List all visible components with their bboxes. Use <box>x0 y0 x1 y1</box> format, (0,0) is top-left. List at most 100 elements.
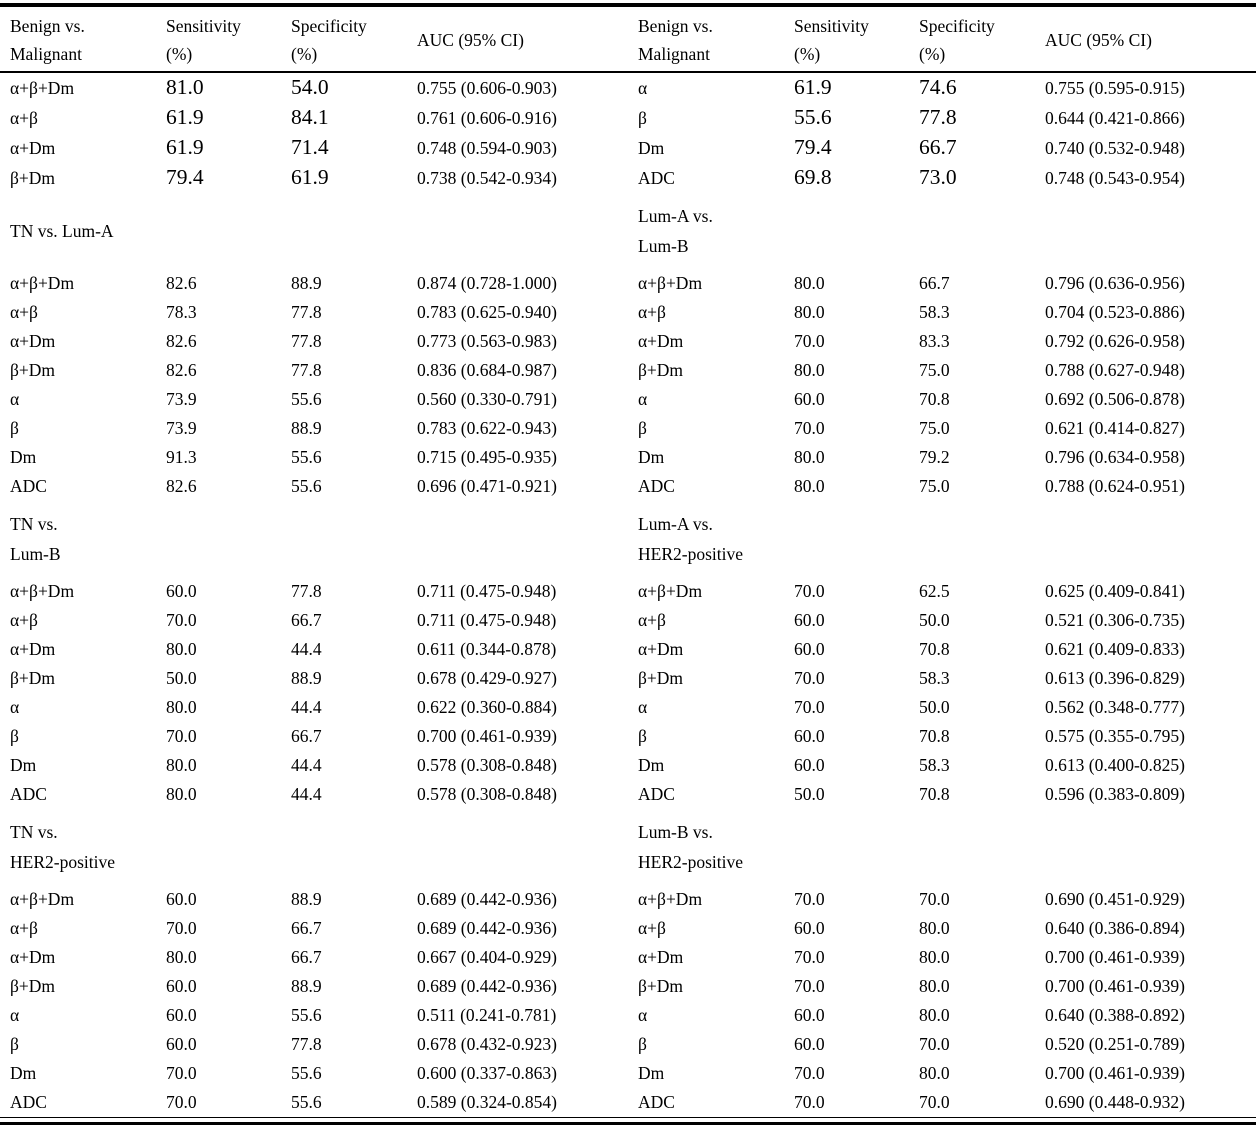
sensitivity-cell: 82.6 <box>166 360 197 380</box>
parameter-cell: α <box>10 1005 20 1025</box>
specificity-cell: 73.0 <box>919 165 957 189</box>
parameter-cell: α+β+Dm <box>638 581 703 601</box>
roc-analysis-table: Benign vs. Malignant Sensitivity (%) Spe… <box>0 3 1256 1117</box>
auc-cell: 0.773 (0.563-0.983) <box>417 331 557 351</box>
parameter-cell: β <box>638 1034 647 1054</box>
parameter-cell: α+Dm <box>10 947 56 967</box>
header-line: Benign vs. <box>638 16 713 36</box>
auc-cell: 0.625 (0.409-0.841) <box>1045 581 1185 601</box>
specificity-cell: 70.0 <box>919 1034 950 1054</box>
specificity-cell: 55.6 <box>291 1092 322 1112</box>
specificity-cell: 44.4 <box>291 784 322 804</box>
sensitivity-cell: 60.0 <box>794 389 825 409</box>
section-label: Lum-A vs. HER2-positive <box>628 501 1256 577</box>
table-row: ADC 82.6 55.6 0.696 (0.471-0.921) ADC 80.0 75.… <box>0 472 1256 501</box>
sensitivity-cell: 60.0 <box>166 889 197 909</box>
table-row: α 60.0 55.6 0.511 (0.241-0.781) α 60.0 80.0 0.6… <box>0 1001 1256 1030</box>
auc-cell: 0.621 (0.409-0.833) <box>1045 639 1185 659</box>
section-label-row: TN vs. Lum-A Lum-A vs. Lum-B <box>0 193 1256 269</box>
sensitivity-cell: 70.0 <box>794 668 825 688</box>
specificity-cell: 88.9 <box>291 273 322 293</box>
sensitivity-cell: 78.3 <box>166 302 197 322</box>
header-line: AUC (95% CI) <box>417 30 524 50</box>
specificity-cell: 88.9 <box>291 668 322 688</box>
section-label-line: Lum-A vs. <box>638 514 713 534</box>
specificity-cell: 66.7 <box>919 135 957 159</box>
parameter-cell: β+Dm <box>638 360 684 380</box>
auc-cell: 0.748 (0.594-0.903) <box>417 138 557 158</box>
col-header-comparison-right: Benign vs. Malignant <box>628 5 794 73</box>
sensitivity-cell: 60.0 <box>794 639 825 659</box>
parameter-cell: α+Dm <box>638 331 684 351</box>
sensitivity-cell: 70.0 <box>794 418 825 438</box>
sensitivity-cell: 82.6 <box>166 273 197 293</box>
parameter-cell: α <box>10 697 20 717</box>
table-row: α+β+Dm 60.0 77.8 0.711 (0.475-0.948) α+β+Dm 7… <box>0 577 1256 606</box>
specificity-cell: 58.3 <box>919 755 950 775</box>
header-line: (%) <box>291 44 318 64</box>
sensitivity-cell: 81.0 <box>166 75 204 99</box>
specificity-cell: 77.8 <box>291 331 322 351</box>
specificity-cell: 50.0 <box>919 610 950 630</box>
auc-cell: 0.783 (0.622-0.943) <box>417 418 557 438</box>
header-line: Sensitivity <box>166 16 241 36</box>
specificity-cell: 70.0 <box>919 889 950 909</box>
header-line: Benign vs. <box>10 16 85 36</box>
auc-cell: 0.621 (0.414-0.827) <box>1045 418 1185 438</box>
sensitivity-cell: 82.6 <box>166 331 197 351</box>
parameter-cell: ADC <box>638 168 675 188</box>
auc-cell: 0.600 (0.337-0.863) <box>417 1063 557 1083</box>
auc-cell: 0.738 (0.542-0.934) <box>417 168 557 188</box>
section-label-line: TN vs. <box>10 822 58 842</box>
table-row: α+β 70.0 66.7 0.689 (0.442-0.936) α+β 60.0 80.… <box>0 914 1256 943</box>
parameter-cell: α+Dm <box>638 947 684 967</box>
sensitivity-cell: 70.0 <box>794 976 825 996</box>
header-line: AUC (95% CI) <box>1045 30 1152 50</box>
auc-cell: 0.711 (0.475-0.948) <box>417 610 557 630</box>
auc-cell: 0.704 (0.523-0.886) <box>1045 302 1185 322</box>
sensitivity-cell: 79.4 <box>794 135 832 159</box>
auc-cell: 0.578 (0.308-0.848) <box>417 784 557 804</box>
parameter-cell: β <box>638 726 647 746</box>
auc-cell: 0.667 (0.404-0.929) <box>417 947 557 967</box>
auc-cell: 0.678 (0.429-0.927) <box>417 668 557 688</box>
table-row: α+β+Dm 82.6 88.9 0.874 (0.728-1.000) α+β+Dm 8… <box>0 269 1256 298</box>
specificity-cell: 88.9 <box>291 418 322 438</box>
auc-cell: 0.788 (0.624-0.951) <box>1045 476 1185 496</box>
table-row: ADC 80.0 44.4 0.578 (0.308-0.848) ADC 50.0 70.… <box>0 780 1256 809</box>
auc-cell: 0.836 (0.684-0.987) <box>417 360 557 380</box>
sensitivity-cell: 61.9 <box>166 105 204 129</box>
sensitivity-cell: 80.0 <box>166 784 197 804</box>
auc-cell: 0.689 (0.442-0.936) <box>417 976 557 996</box>
table-row: Dm 91.3 55.6 0.715 (0.495-0.935) Dm 80.0 79.2 0… <box>0 443 1256 472</box>
parameter-cell: Dm <box>638 447 665 467</box>
table-header: Benign vs. Malignant Sensitivity (%) Spe… <box>0 5 1256 73</box>
parameter-cell: β <box>10 418 19 438</box>
auc-cell: 0.796 (0.636-0.956) <box>1045 273 1185 293</box>
parameter-cell: α <box>10 389 20 409</box>
auc-cell: 0.788 (0.627-0.948) <box>1045 360 1185 380</box>
parameter-cell: β <box>10 1034 19 1054</box>
header-line: Sensitivity <box>794 16 869 36</box>
specificity-cell: 83.3 <box>919 331 950 351</box>
sensitivity-cell: 91.3 <box>166 447 197 467</box>
parameter-cell: α+β <box>10 302 38 322</box>
parameter-cell: α+Dm <box>10 331 56 351</box>
auc-cell: 0.640 (0.386-0.894) <box>1045 918 1185 938</box>
specificity-cell: 44.4 <box>291 639 322 659</box>
parameter-cell: α+β <box>638 302 666 322</box>
parameter-cell: ADC <box>10 784 47 804</box>
specificity-cell: 66.7 <box>919 273 950 293</box>
specificity-cell: 55.6 <box>291 1063 322 1083</box>
specificity-cell: 58.3 <box>919 302 950 322</box>
auc-cell: 0.700 (0.461-0.939) <box>417 726 557 746</box>
specificity-cell: 44.4 <box>291 697 322 717</box>
sensitivity-cell: 69.8 <box>794 165 832 189</box>
specificity-cell: 75.0 <box>919 360 950 380</box>
sensitivity-cell: 70.0 <box>794 581 825 601</box>
section-label-line: HER2-positive <box>10 852 115 872</box>
sensitivity-cell: 70.0 <box>794 1092 825 1112</box>
auc-cell: 0.511 (0.241-0.781) <box>417 1005 557 1025</box>
section-label: Lum-B vs. HER2-positive <box>628 809 1256 885</box>
